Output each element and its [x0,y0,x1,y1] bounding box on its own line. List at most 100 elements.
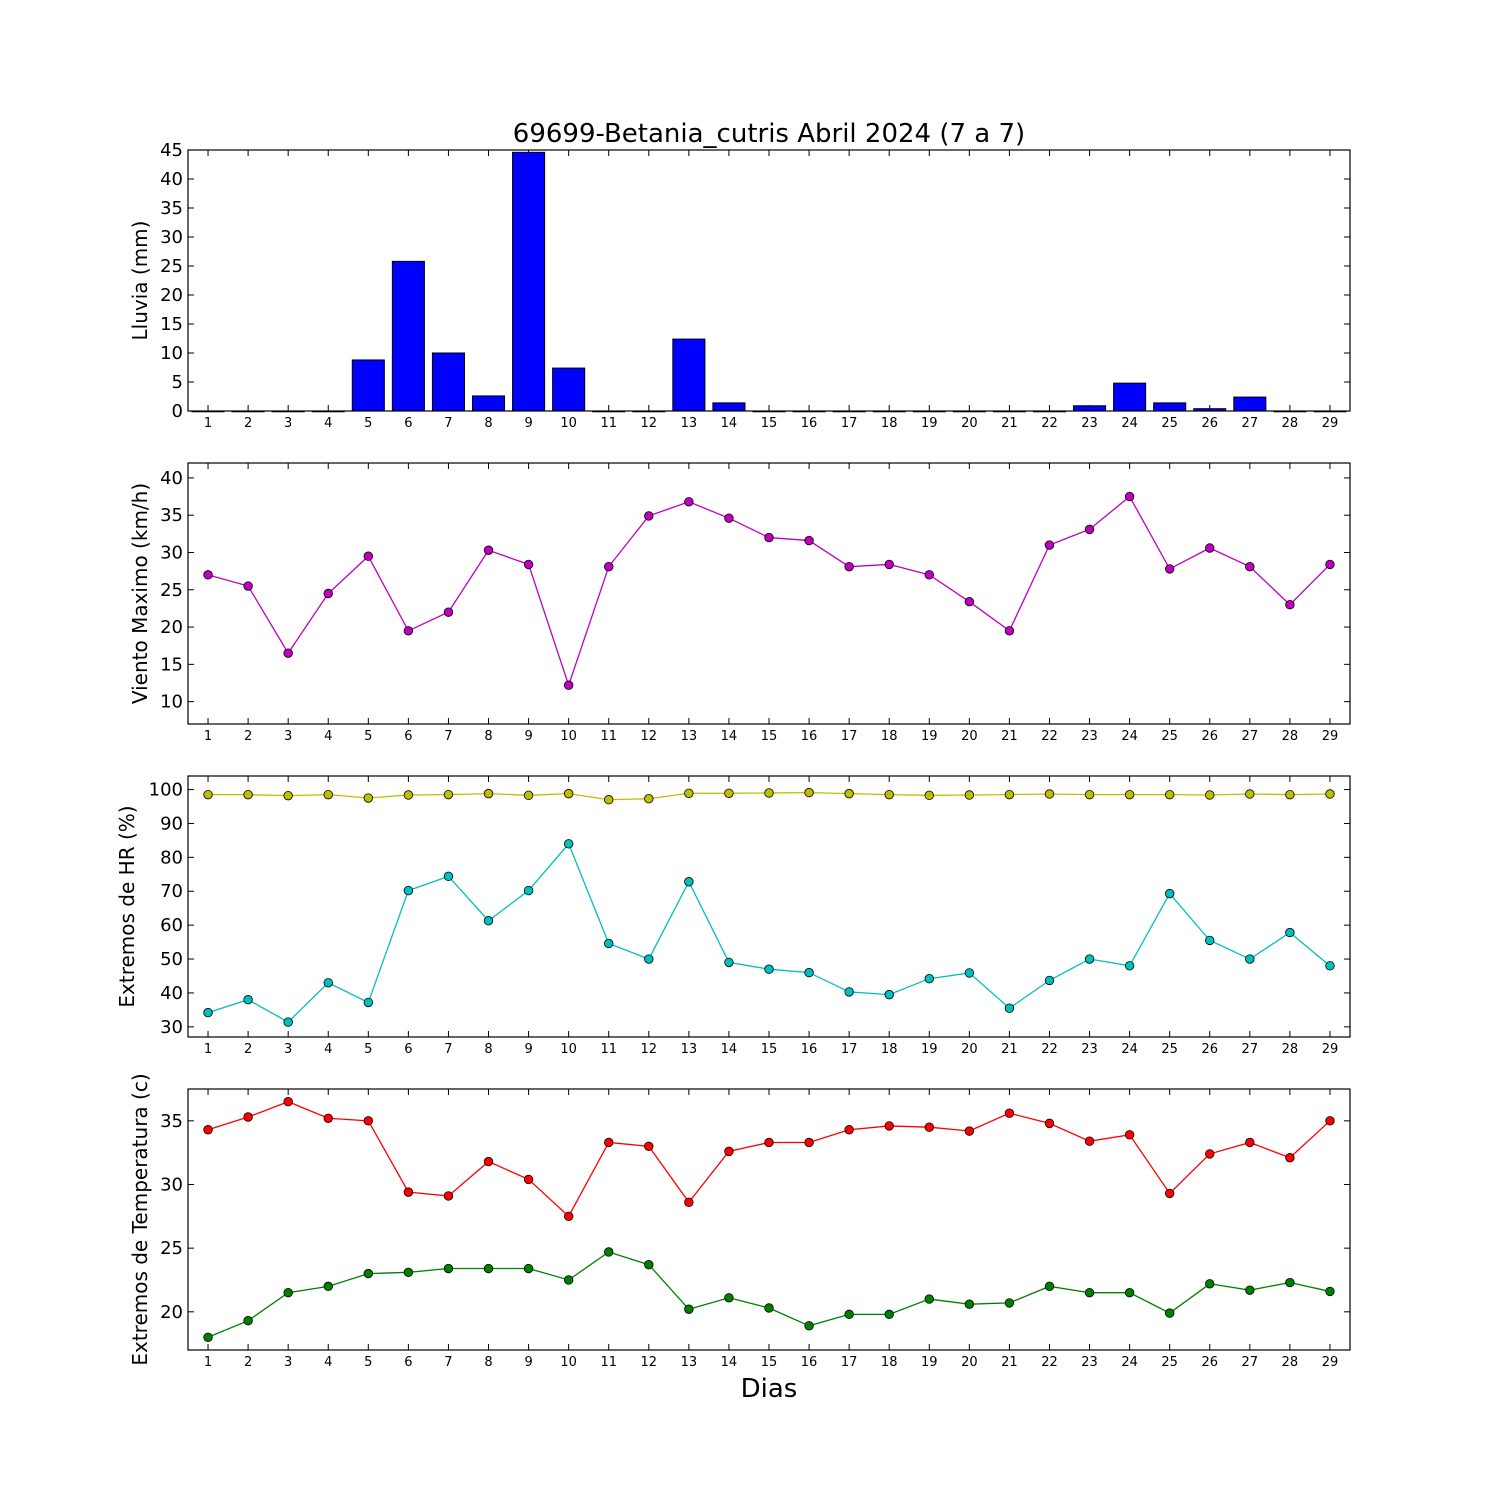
data-point [1205,935,1215,946]
data-point [684,497,694,507]
data-point [964,597,975,607]
x-tick-label: 29 [1322,416,1339,431]
y-tick-label: 25 [160,580,183,601]
x-tick-label: 8 [484,1355,492,1370]
data-point [1004,626,1015,636]
data-point [644,954,654,964]
data-point [1285,789,1295,800]
data-point [924,1122,934,1132]
x-tick-label: 24 [1121,416,1138,431]
y-tick-label: 20 [160,617,183,638]
x-tick-label: 14 [721,729,738,744]
data-point [483,1156,494,1167]
series-1 [191,151,1347,413]
x-tick-label: 14 [721,416,738,431]
data-point [483,916,494,926]
data-point [964,1299,975,1309]
x-tick-label: 7 [444,729,452,744]
data-point [203,1007,213,1018]
data-point [323,1281,333,1292]
bar [1113,382,1147,412]
x-tick-label: 25 [1161,1355,1178,1370]
y-tick-label: 30 [160,227,183,248]
x-tick-label: 15 [761,729,778,744]
data-point [243,1112,253,1122]
x-tick-label: 25 [1161,729,1178,744]
data-point [804,787,814,798]
x-tick-label: 5 [364,729,372,744]
data-point [724,957,734,968]
y-axis-label: Extremos de HR (%) [115,805,139,1007]
data-point [1285,927,1295,938]
x-tick-label: 18 [881,729,898,744]
data-point [684,877,694,887]
x-tick-label: 1 [204,1355,212,1370]
x-tick-label: 23 [1081,416,1098,431]
x-tick-label: 2 [244,729,252,744]
y-tick-label: 10 [160,692,183,713]
bar [431,352,465,412]
x-tick-label: 2 [244,1042,252,1057]
data-point [203,789,213,800]
data-point [1245,1285,1255,1295]
data-point [884,989,894,1000]
x-tick-label: 15 [761,1042,778,1057]
x-tick-label: 9 [524,1042,532,1057]
data-point [764,532,774,543]
x-tick-label: 20 [961,416,978,431]
series-1 [203,491,1335,690]
data-point [1084,954,1095,964]
series-2 [203,1247,1335,1342]
x-tick-label: 8 [484,416,492,431]
data-point [523,1174,534,1185]
data-point [523,1263,534,1274]
plot-frame [187,149,1351,412]
x-tick-label: 29 [1322,1355,1339,1370]
series-line [207,1251,1331,1338]
data-point [523,790,534,801]
data-point [1205,543,1215,553]
data-point [1004,1298,1015,1308]
series-line [207,1101,1331,1218]
x-tick-label: 10 [560,1355,577,1370]
data-point [1325,1116,1335,1126]
data-point [764,1303,774,1313]
data-point [403,790,414,800]
x-tick-label: 23 [1081,729,1098,744]
data-point [684,1304,694,1314]
x-tick-label: 17 [841,1042,858,1057]
data-point [1044,540,1055,550]
x-tick-label: 23 [1081,1355,1098,1370]
x-axis-label: Dias [741,1374,798,1404]
data-point [363,997,374,1008]
x-tick-label: 26 [1201,1355,1218,1370]
x-tick-label: 5 [364,1042,372,1057]
data-point [844,1309,854,1320]
y-tick-label: 90 [160,813,183,834]
data-point [1325,559,1335,570]
data-point [1124,1130,1135,1140]
data-point [443,607,454,617]
data-point [844,561,854,572]
data-point [1164,789,1175,800]
y-tick-label: 15 [160,314,183,335]
data-point [644,794,654,804]
x-tick-label: 19 [921,729,938,744]
data-point [1004,1003,1015,1013]
data-point [1044,789,1055,799]
data-point [844,788,854,799]
data-point [403,626,414,636]
x-tick-label: 6 [404,1042,412,1057]
data-point [1084,524,1095,535]
data-point [964,790,975,800]
data-point [924,973,934,984]
x-tick-label: 28 [1282,416,1299,431]
data-point [804,535,814,546]
y-tick-label: 30 [160,1017,183,1038]
x-tick-label: 4 [324,729,332,744]
data-point [924,1294,934,1304]
x-tick-label: 26 [1201,416,1218,431]
data-point [363,551,374,561]
